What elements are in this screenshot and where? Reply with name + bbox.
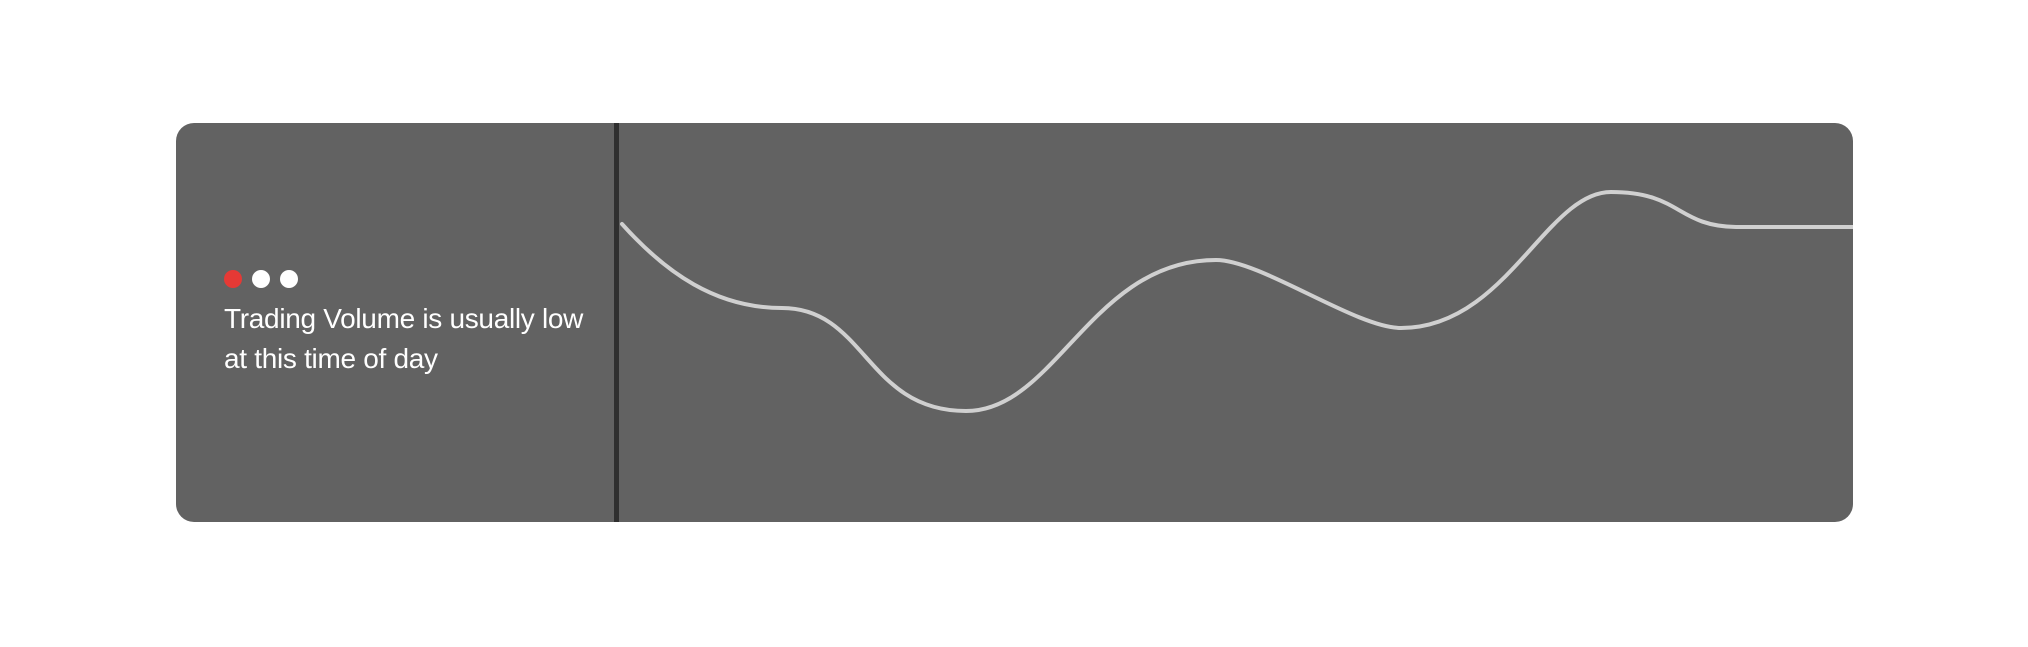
volume-line — [620, 190, 1853, 413]
trading-volume-message: Trading Volume is usually low at this ti… — [224, 303, 584, 374]
panel-divider — [614, 123, 619, 522]
status-dots — [224, 270, 298, 288]
volume-line-chart — [620, 190, 1853, 413]
status-dot-white-1 — [252, 270, 270, 288]
status-dot-white-2 — [280, 270, 298, 288]
trading-volume-card: Trading Volume is usually low at this ti… — [176, 123, 1853, 522]
status-dot-red — [224, 270, 242, 288]
